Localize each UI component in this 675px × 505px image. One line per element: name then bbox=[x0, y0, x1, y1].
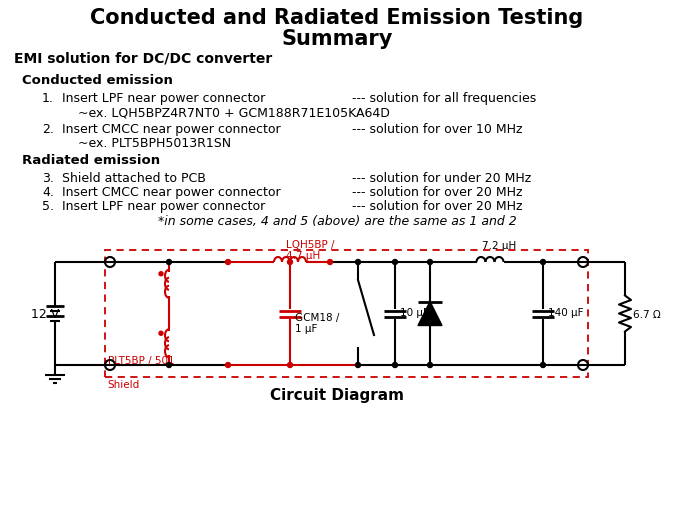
Text: --- solution for over 20 MHz: --- solution for over 20 MHz bbox=[352, 186, 522, 198]
Text: 4.7 μH: 4.7 μH bbox=[286, 250, 320, 261]
Text: PLT5BP / 501: PLT5BP / 501 bbox=[108, 356, 175, 365]
Text: Shield: Shield bbox=[107, 379, 139, 389]
Polygon shape bbox=[418, 302, 442, 326]
Circle shape bbox=[392, 363, 398, 368]
Text: ~ex. PLT5BPH5013R1SN: ~ex. PLT5BPH5013R1SN bbox=[78, 137, 231, 149]
Text: 10 μF: 10 μF bbox=[400, 307, 429, 317]
Circle shape bbox=[356, 363, 360, 368]
Text: --- solution for over 20 MHz: --- solution for over 20 MHz bbox=[352, 199, 522, 213]
Text: Insert CMCC near power connector: Insert CMCC near power connector bbox=[62, 123, 281, 136]
Text: Insert CMCC near power connector: Insert CMCC near power connector bbox=[62, 186, 281, 198]
Text: --- solution for under 20 MHz: --- solution for under 20 MHz bbox=[352, 172, 531, 185]
Text: Insert LPF near power connector: Insert LPF near power connector bbox=[62, 92, 265, 105]
Text: --- solution for all frequencies: --- solution for all frequencies bbox=[352, 92, 536, 105]
Circle shape bbox=[159, 272, 163, 276]
Text: EMI solution for DC/DC converter: EMI solution for DC/DC converter bbox=[14, 51, 272, 65]
Text: 3.: 3. bbox=[42, 172, 54, 185]
Text: Circuit Diagram: Circuit Diagram bbox=[270, 387, 404, 402]
Text: 140 μF: 140 μF bbox=[548, 307, 583, 317]
Text: 12 V: 12 V bbox=[31, 308, 59, 320]
Text: Summary: Summary bbox=[281, 29, 393, 49]
Circle shape bbox=[427, 260, 433, 265]
Text: 5.: 5. bbox=[42, 199, 54, 213]
Text: 7.2 μH: 7.2 μH bbox=[482, 240, 516, 250]
Circle shape bbox=[541, 363, 545, 368]
Text: Conducted emission: Conducted emission bbox=[22, 74, 173, 87]
Circle shape bbox=[225, 363, 230, 368]
Text: 1.: 1. bbox=[42, 92, 54, 105]
Text: Conducted and Radiated Emission Testing: Conducted and Radiated Emission Testing bbox=[90, 8, 584, 28]
Text: *in some cases, 4 and 5 (above) are the same as 1 and 2: *in some cases, 4 and 5 (above) are the … bbox=[158, 215, 516, 228]
Circle shape bbox=[392, 260, 398, 265]
Circle shape bbox=[288, 260, 292, 265]
Circle shape bbox=[327, 260, 333, 265]
Text: --- solution for over 10 MHz: --- solution for over 10 MHz bbox=[352, 123, 522, 136]
Circle shape bbox=[427, 363, 433, 368]
Circle shape bbox=[288, 363, 292, 368]
Circle shape bbox=[167, 363, 171, 368]
Circle shape bbox=[541, 260, 545, 265]
Circle shape bbox=[225, 260, 230, 265]
Circle shape bbox=[167, 260, 171, 265]
Text: 4.: 4. bbox=[42, 186, 54, 198]
Text: LQH5BP /: LQH5BP / bbox=[286, 239, 335, 249]
Circle shape bbox=[159, 332, 163, 336]
Text: ~ex. LQH5BPZ4R7NT0 + GCM188R71E105KA64D: ~ex. LQH5BPZ4R7NT0 + GCM188R71E105KA64D bbox=[78, 106, 390, 119]
Text: 1 μF: 1 μF bbox=[295, 323, 317, 333]
Text: Shield attached to PCB: Shield attached to PCB bbox=[62, 172, 206, 185]
Circle shape bbox=[356, 260, 360, 265]
Text: Radiated emission: Radiated emission bbox=[22, 154, 160, 167]
Text: 2.: 2. bbox=[42, 123, 54, 136]
Text: Insert LPF near power connector: Insert LPF near power connector bbox=[62, 199, 265, 213]
Text: GCM18 /: GCM18 / bbox=[295, 312, 340, 322]
Text: 6.7 Ω: 6.7 Ω bbox=[633, 309, 661, 319]
